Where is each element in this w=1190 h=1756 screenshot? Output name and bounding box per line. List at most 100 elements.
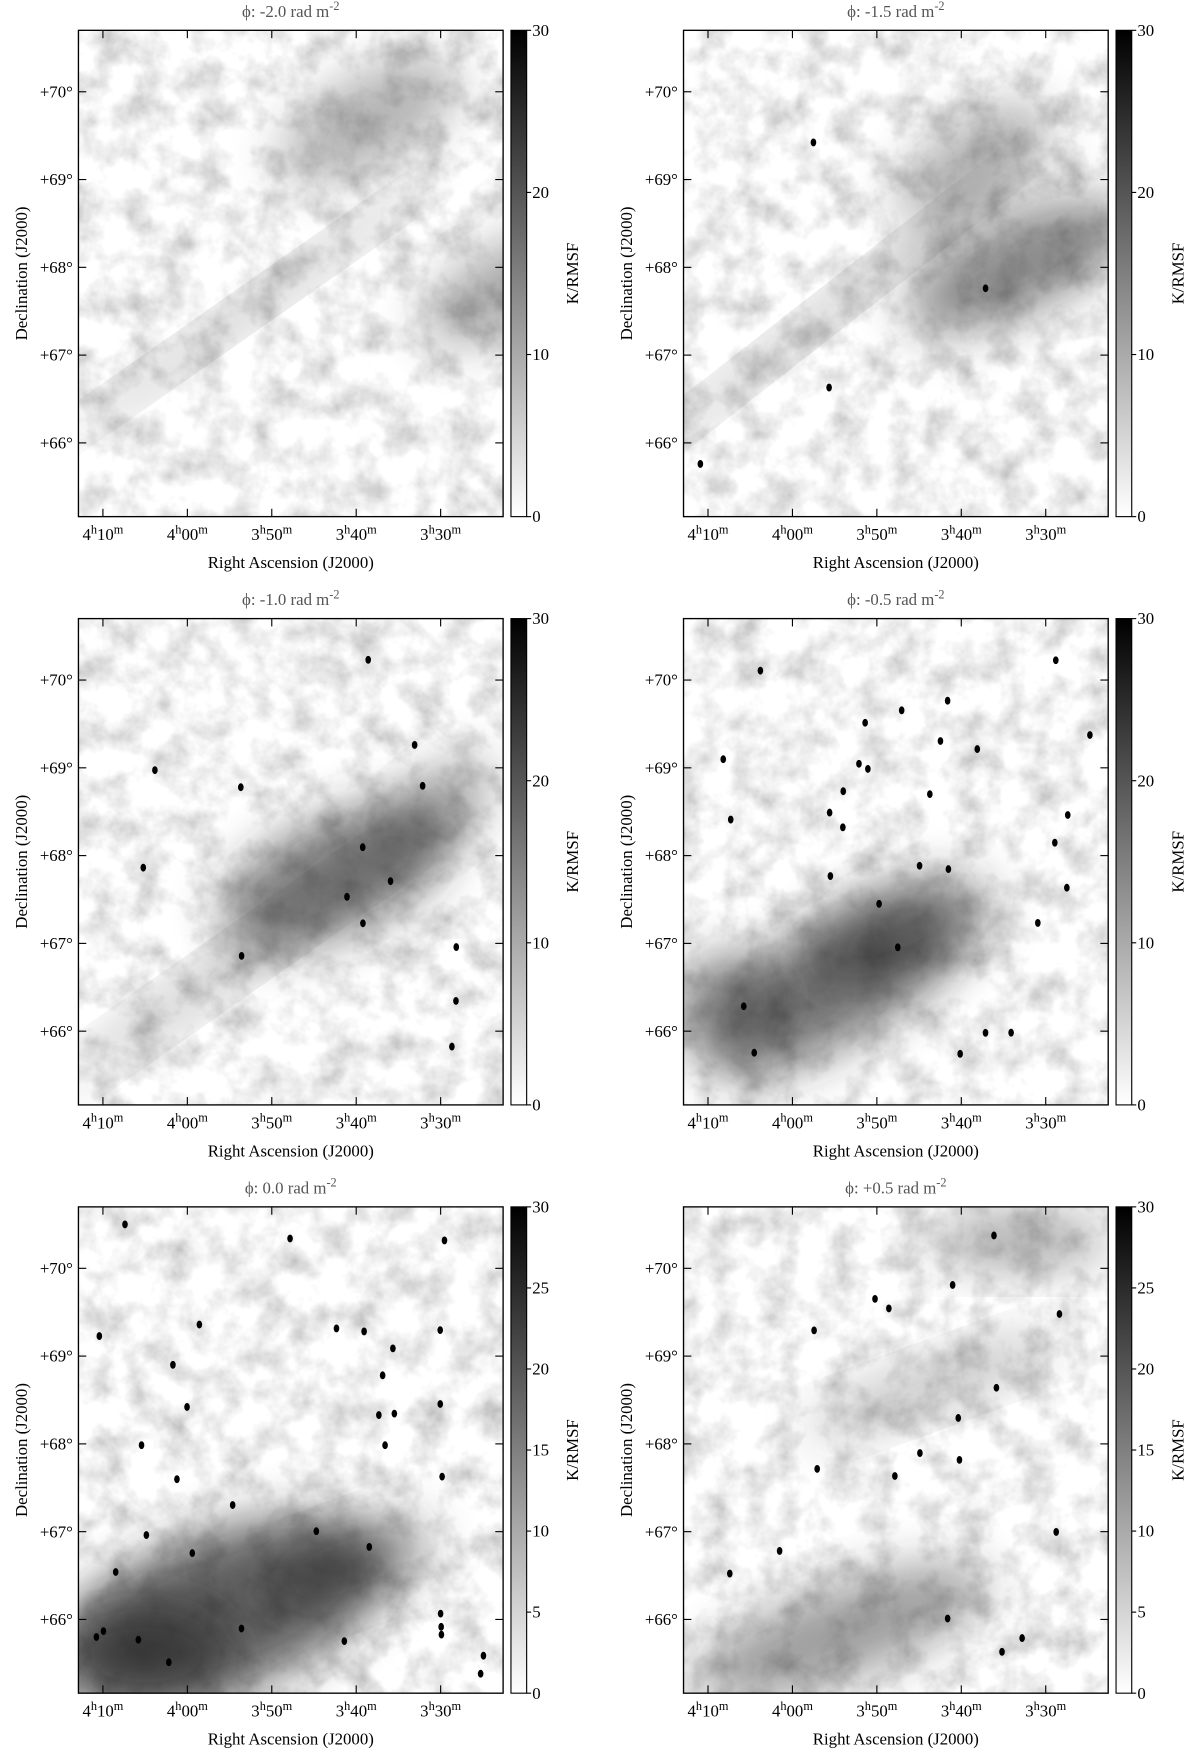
y-axis-label: Declination (J2000) <box>617 1383 636 1517</box>
x-tick-label: 3h40m <box>336 1111 377 1133</box>
x-axis-label: Right Ascension (J2000) <box>813 1141 979 1160</box>
point-source <box>810 138 817 147</box>
x-tick-label: 4h10m <box>688 1699 729 1721</box>
colorbar-label: K/RMSF <box>1168 1419 1187 1481</box>
point-source <box>720 755 727 764</box>
point-source <box>827 872 834 881</box>
colorbar-tick-label: 20 <box>1137 1360 1154 1379</box>
colorbar-tick-label: 30 <box>1137 21 1154 40</box>
point-source <box>135 1635 142 1644</box>
colorbar-tick-label: 0 <box>532 507 540 526</box>
point-source <box>840 823 846 832</box>
x-axis-label: Right Ascension (J2000) <box>208 553 374 572</box>
point-source <box>944 1614 951 1623</box>
y-axis-label: Declination (J2000) <box>12 1383 31 1517</box>
frame <box>77 29 504 518</box>
title-text: ϕ: -2.0 rad m <box>242 2 329 21</box>
point-source <box>189 1549 196 1558</box>
point-source <box>152 766 158 775</box>
x-tick-label: 3h30m <box>1025 1699 1066 1721</box>
point-source <box>991 1231 997 1240</box>
point-source <box>862 718 868 727</box>
point-source <box>1056 1310 1063 1318</box>
y-tick-label: +67° <box>40 934 73 953</box>
y-tick-label: +70° <box>40 1259 73 1278</box>
point-source <box>1052 656 1059 665</box>
x-tick-label: 3h30m <box>420 1111 461 1133</box>
point-source <box>100 1627 107 1636</box>
frame <box>682 1206 1109 1694</box>
frame <box>77 1206 504 1694</box>
y-tick-label: +66° <box>645 433 678 452</box>
x-tick-label: 4h10m <box>82 522 123 544</box>
emission-region <box>78 181 431 440</box>
point-source <box>453 996 459 1005</box>
frame <box>682 29 1109 518</box>
point-source <box>390 1344 396 1353</box>
panel-title: ϕ: -1.0 rad m-2 <box>242 587 339 609</box>
panel: ϕ: -1.0 rad m-2 4h10m 4h00m 3h50m 3h40m 3h30m… <box>12 587 582 1160</box>
title-superscript: -2 <box>329 587 339 601</box>
x-tick-label: 3h50m <box>856 1111 897 1133</box>
point-source <box>727 815 734 824</box>
point-source <box>776 1547 783 1555</box>
colorbar-tick-label: 20 <box>532 771 549 790</box>
x-tick-label: 3h30m <box>420 1699 461 1721</box>
colorbar-tick-label: 20 <box>532 183 549 202</box>
point-source <box>751 1048 758 1057</box>
y-tick-label: +69° <box>645 1347 678 1366</box>
x-tick-label: 3h50m <box>856 522 897 544</box>
y-tick-label: +70° <box>40 671 73 690</box>
colorbar-tick-label: 10 <box>532 933 549 952</box>
colorbar <box>510 1206 528 1694</box>
point-source <box>439 1472 445 1481</box>
point-source <box>438 1630 445 1639</box>
colorbar-tick-label: 25 <box>1137 1279 1154 1298</box>
emission-region <box>262 1521 433 1610</box>
point-source <box>865 764 871 773</box>
point-source <box>93 1633 100 1641</box>
colorbar-tick-label: 0 <box>1137 1684 1145 1703</box>
colorbar-tick-label: 0 <box>1137 507 1145 526</box>
y-tick-label: +67° <box>40 1522 73 1541</box>
point-source <box>229 1501 236 1509</box>
point-source <box>238 951 245 960</box>
point-source <box>376 1411 382 1419</box>
y-tick-label: +66° <box>645 1610 678 1629</box>
title-text: ϕ: -0.5 rad m <box>847 590 934 609</box>
point-source <box>365 655 372 664</box>
point-source <box>438 1622 444 1631</box>
point-source <box>174 1475 180 1484</box>
title-text: ϕ: -1.0 rad m <box>242 590 329 609</box>
colorbar-tick-label: 30 <box>532 1197 549 1216</box>
colorbar-label: K/RMSF <box>1168 243 1187 305</box>
point-source <box>1052 838 1058 847</box>
colorbar-tick-label: 0 <box>532 1684 540 1703</box>
emission-region <box>683 158 1024 463</box>
panel-title: ϕ: 0.0 rad m-2 <box>245 1176 337 1198</box>
title-text: ϕ: -1.5 rad m <box>847 2 934 21</box>
point-source <box>166 1658 172 1667</box>
y-tick-label: +68° <box>645 1434 678 1453</box>
y-tick-label: +69° <box>645 170 678 189</box>
emission-region <box>78 1599 236 1694</box>
y-tick-label: +66° <box>645 1022 678 1041</box>
panel: ϕ: -1.5 rad m-2 4h10m 4h00m 3h50m 3h40m 3h30m… <box>617 0 1187 572</box>
point-source <box>437 1326 443 1335</box>
emission-region <box>803 1335 1057 1437</box>
y-tick-label: +68° <box>645 258 678 277</box>
colorbar-tick-label: 10 <box>532 345 549 364</box>
x-tick-label: 3h50m <box>251 1111 292 1133</box>
y-tick-label: +66° <box>40 1610 73 1629</box>
point-source <box>480 1651 487 1660</box>
x-tick-label: 4h00m <box>772 1699 813 1721</box>
title-superscript: -2 <box>326 1176 336 1190</box>
colorbar-label: K/RMSF <box>1168 831 1187 893</box>
x-tick-label: 4h00m <box>772 522 813 544</box>
y-axis-label: Declination (J2000) <box>617 207 636 341</box>
y-tick-label: +70° <box>645 1259 678 1278</box>
point-source <box>344 892 350 901</box>
colorbar-tick-label: 5 <box>1137 1603 1145 1622</box>
x-axis-label: Right Ascension (J2000) <box>208 1730 374 1749</box>
sky-image <box>78 30 504 517</box>
